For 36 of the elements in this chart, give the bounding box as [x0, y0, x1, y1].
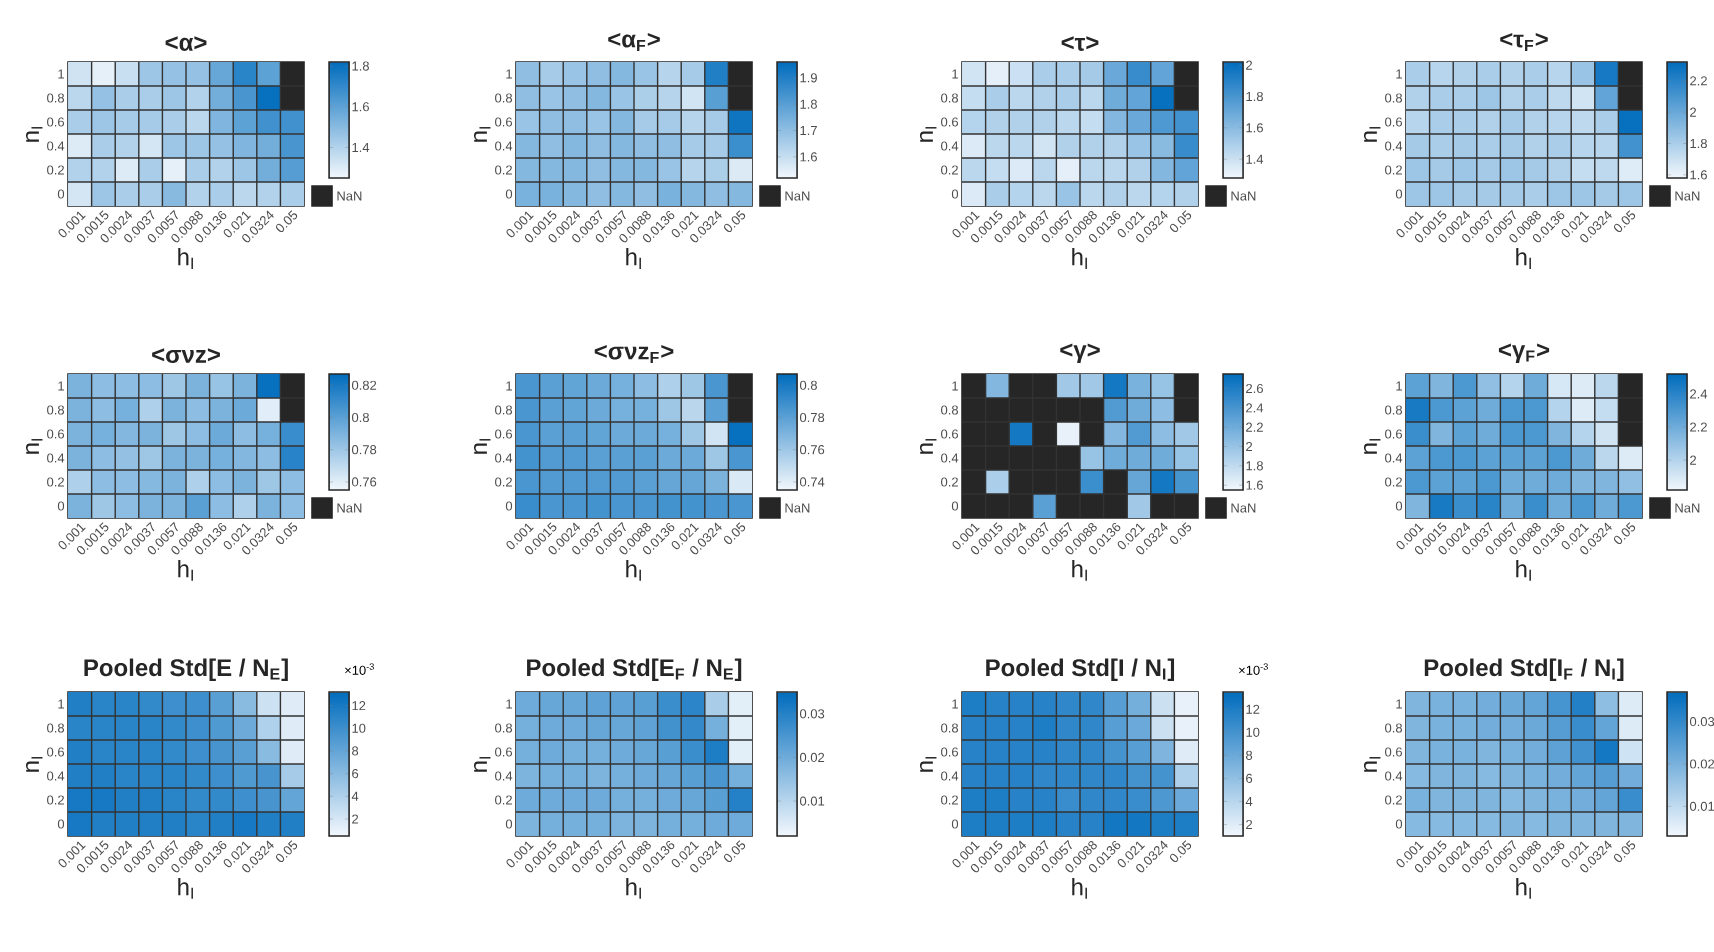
x-axis-title: h$_{I}$: [1072, 559, 1087, 581]
chart-title: <α>: [165, 36, 207, 51]
y-axis-title: n$_{I}$: [25, 439, 43, 454]
x-axis-title: h$_{I}$: [178, 559, 193, 581]
y-axis-title: n$_{I}$: [25, 757, 43, 772]
y-axis-title: n$_{I}$: [1363, 439, 1381, 454]
chart-title: <σνz$_{F}$>: [594, 344, 674, 363]
x-axis-title: h$_{I}$: [1072, 247, 1087, 269]
chart-title: <α$_{F}$>: [608, 32, 660, 51]
x-axis-title: h$_{I}$: [626, 247, 641, 269]
x-axis-title: h$_{I}$: [1072, 877, 1087, 899]
chart-title: Pooled Std[I$_{F}$ / N$_{I}$]: [1424, 658, 1624, 681]
chart-title: <τ$_{F}$>: [1500, 32, 1548, 51]
x-axis-title: h$_{I}$: [1516, 247, 1531, 269]
x-axis-title: h$_{I}$: [626, 877, 641, 899]
x-axis-title: h$_{I}$: [178, 247, 193, 269]
chart-title: Pooled Std[E$_{F}$ / N$_{E}$]: [527, 658, 742, 681]
x-axis-title: h$_{I}$: [178, 877, 193, 899]
x-axis-title: h$_{I}$: [626, 559, 641, 581]
x-axis-title: h$_{I}$: [1516, 559, 1531, 581]
y-axis-title: n$_{I}$: [473, 757, 491, 772]
y-axis-title: n$_{I}$: [919, 439, 937, 454]
y-axis-title: n$_{I}$: [1363, 757, 1381, 772]
y-axis-title: n$_{I}$: [919, 127, 937, 142]
y-axis-title: n$_{I}$: [473, 439, 491, 454]
y-axis-title: n$_{I}$: [1363, 127, 1381, 142]
chart-title: <τ>: [1061, 36, 1099, 51]
chart-title: <σνz>: [152, 348, 220, 363]
x-axis-title: h$_{I}$: [1516, 877, 1531, 899]
chart-title: <γ>: [1060, 343, 1100, 363]
chart-title: <γ$_{F}$>: [1498, 343, 1550, 363]
chart-title: Pooled Std[I / N$_{I}$]: [986, 658, 1175, 681]
y-axis-title: n$_{I}$: [25, 127, 43, 142]
y-axis-title: n$_{I}$: [473, 127, 491, 142]
y-axis-title: n$_{I}$: [919, 757, 937, 772]
chart-title: Pooled Std[E / N$_{E}$]: [84, 658, 288, 681]
